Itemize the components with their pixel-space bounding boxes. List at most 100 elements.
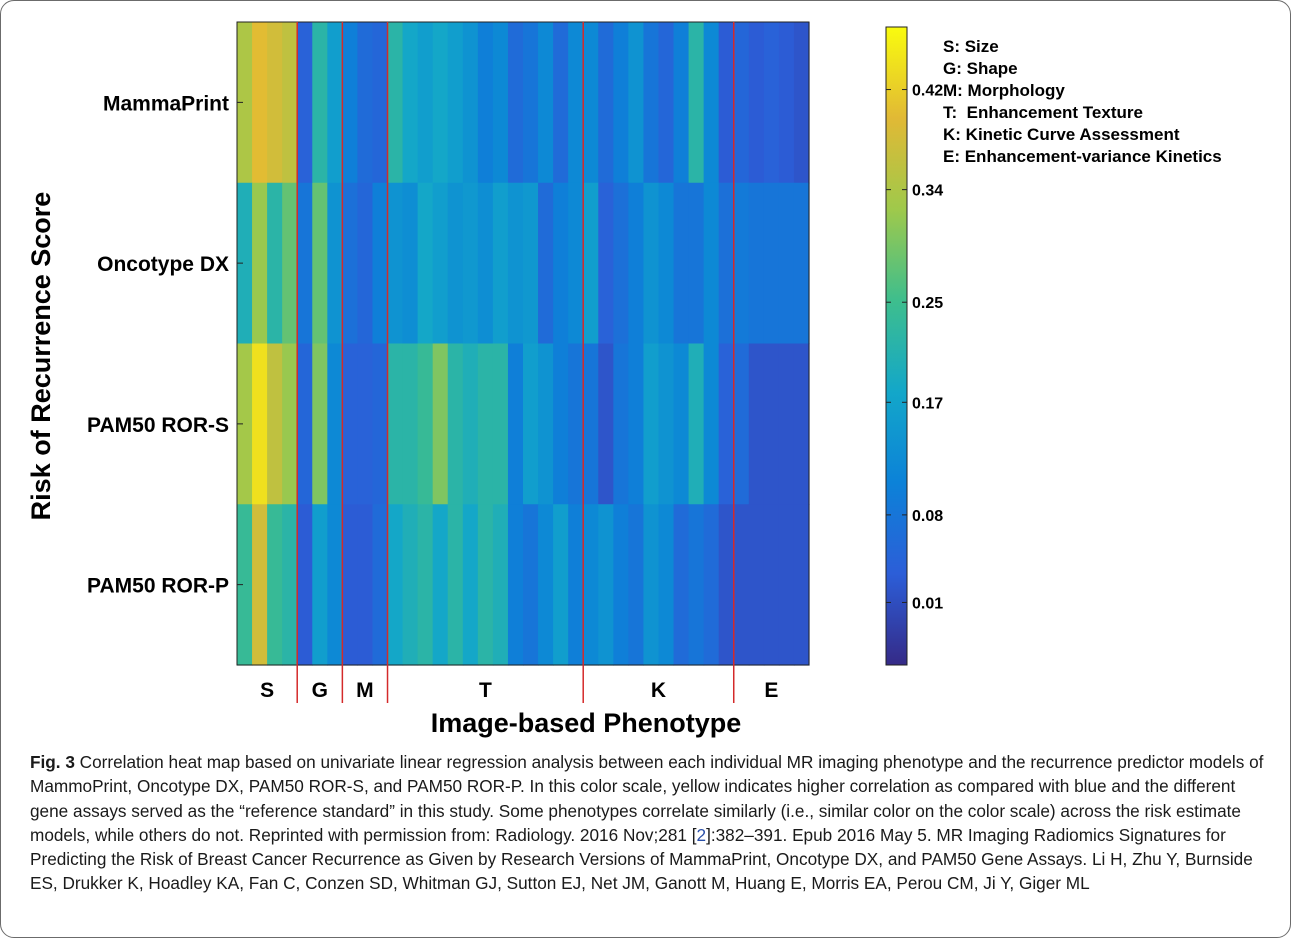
heatmap-cell [733, 22, 750, 184]
heatmap-cell [297, 182, 313, 345]
heatmap-cell [763, 182, 780, 345]
y-axis-label: Risk of Recurrence Score [26, 192, 56, 521]
heatmap-cell [492, 182, 509, 345]
heatmap-cell [267, 343, 283, 505]
heatmap-cell [312, 182, 328, 345]
heatmap-cell [598, 22, 614, 184]
heatmap-cell [387, 504, 404, 666]
citation-link[interactable]: 2 [696, 824, 707, 845]
heatmap-cell [402, 504, 419, 666]
heatmap-cell [267, 182, 283, 345]
colorbar-ticks: 0.01 0.08 0.17 0.25 0.34 0.42 [886, 83, 943, 612]
heatmap-cell [763, 504, 780, 666]
heatmap-cell [688, 504, 705, 666]
heatmap-cell [703, 182, 720, 345]
heatmap-cell [718, 22, 735, 184]
heatmap-cell [477, 343, 494, 505]
heatmap-cell [703, 22, 720, 184]
heatmap-cell [507, 343, 524, 505]
heatmap-cell [342, 504, 359, 666]
heatmap-cell [538, 22, 554, 184]
heatmap-cell [432, 182, 449, 345]
heatmap-cell [252, 22, 268, 184]
heatmap-cell [658, 343, 675, 505]
heatmap-cell [297, 504, 313, 666]
heatmap-cell [297, 22, 313, 184]
heatmap-cell [658, 504, 675, 666]
heatmap-cell [718, 343, 735, 505]
legend-item-kinetic: K: Kinetic Curve Assessment [943, 125, 1180, 144]
legend-item-texture: T: Enhancement Texture [943, 103, 1143, 122]
heatmap-cell [778, 22, 795, 184]
heatmap-cell [282, 182, 298, 345]
heatmap-cell [598, 504, 614, 666]
colorbar-tick-label: 0.42 [912, 83, 943, 100]
heatmap-cell [462, 182, 479, 345]
heatmap-cell [703, 343, 720, 505]
heatmap-cell [523, 22, 539, 184]
heatmap-cell [357, 343, 374, 505]
row-label: Oncotype DX [97, 253, 229, 276]
heatmap-cell [507, 22, 524, 184]
heatmap-cell [613, 504, 629, 666]
heatmap-cell [417, 22, 434, 184]
group-label: G [312, 679, 328, 702]
legend-item-size: S: Size [943, 37, 999, 56]
heatmap-cell [477, 182, 494, 345]
colorbar [885, 26, 908, 666]
heatmap-cell [658, 22, 675, 184]
heatmap-cell [252, 343, 268, 505]
heatmap-cell [643, 182, 660, 345]
heatmap-cell [387, 343, 404, 505]
heatmap-cell [447, 504, 464, 666]
heatmap-cell [733, 504, 750, 666]
row-label: MammaPrint [103, 92, 229, 115]
heatmap-cell [628, 22, 645, 184]
heatmap-cell [733, 182, 750, 345]
heatmap-cells [237, 22, 810, 666]
heatmap-cell [778, 343, 795, 505]
heatmap-cell [793, 343, 810, 505]
heatmap-cell [778, 504, 795, 666]
heatmap-cell [462, 504, 479, 666]
heatmap-cell [327, 343, 343, 505]
heatmap-cell [583, 182, 599, 345]
heatmap-cell [417, 343, 434, 505]
heatmap-cell [282, 504, 298, 666]
heatmap-cell [477, 22, 494, 184]
heatmap-cell [673, 343, 690, 505]
heatmap-cell [793, 182, 810, 345]
heatmap-cell [658, 182, 675, 345]
heatmap-cell [477, 504, 494, 666]
heatmap-cell [748, 504, 765, 666]
heatmap-cell [598, 182, 614, 345]
x-axis-label: Image-based Phenotype [431, 708, 742, 738]
heatmap-cell [733, 343, 750, 505]
heatmap-cell [748, 343, 765, 505]
heatmap-cell [357, 22, 374, 184]
group-label: S [260, 679, 274, 702]
heatmap-cell [492, 22, 509, 184]
heatmap-cell [673, 182, 690, 345]
heatmap-cell [673, 22, 690, 184]
heatmap-cell [568, 343, 584, 505]
heatmap-cell [462, 343, 479, 505]
heatmap-cell [387, 182, 404, 345]
row-label: PAM50 ROR-P [87, 575, 229, 598]
heatmap-cell [628, 343, 645, 505]
heatmap-cell [538, 182, 554, 345]
heatmap-cell [613, 182, 629, 345]
colorbar-tick-label: 0.25 [912, 295, 943, 312]
figure-caption: Fig. 3 Correlation heat map based on uni… [30, 750, 1270, 896]
heatmap-cell [523, 504, 539, 666]
heatmap-cell [432, 504, 449, 666]
legend-item-shape: G: Shape [943, 59, 1018, 78]
caption-text-continued: ]:382–391. Epub 2016 May 5. MR Imaging R… [30, 824, 1253, 894]
heatmap-cell [252, 504, 268, 666]
heatmap-cell [357, 504, 374, 666]
heatmap-cell [583, 504, 599, 666]
heatmap-cell [553, 22, 569, 184]
heatmap-cell [507, 182, 524, 345]
